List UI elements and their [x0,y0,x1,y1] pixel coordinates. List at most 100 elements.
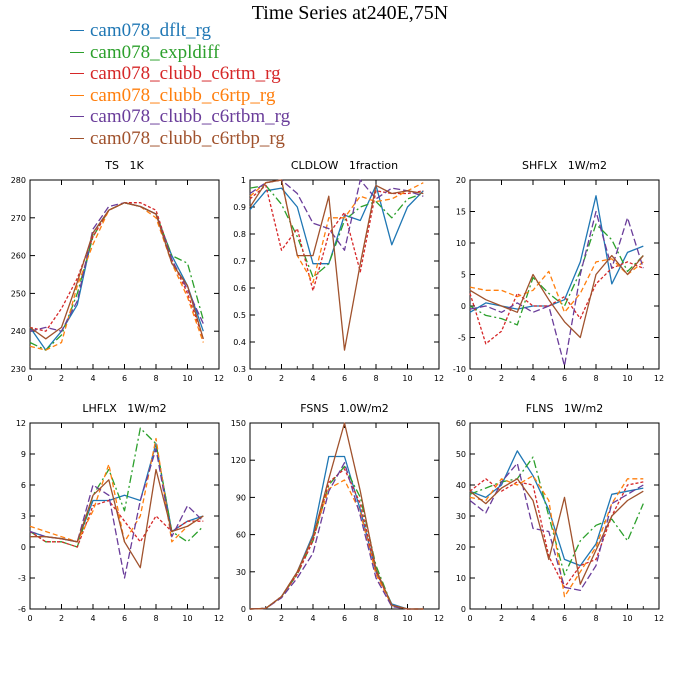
plot-frame [29,179,220,370]
y-tick-label: 0.3 [233,365,246,374]
x-tick-label: 2 [279,374,284,383]
legend-item: cam078_clubb_c6rtm_rg [70,63,410,85]
x-tick-label: 2 [279,614,284,623]
y-tick-label: 150 [231,419,246,428]
series-line [249,468,424,610]
legend-swatch [70,116,84,117]
x-tick-label: 4 [530,374,535,383]
y-tick-label: 0 [461,605,466,614]
chart-panel: TS 1K 0 2 4 6 8 10 12 230 240 250 260 270 280 [11,159,224,383]
panel-title: TS 1K [104,159,144,172]
x-tick-label: 10 [182,614,192,623]
series-line [469,478,644,588]
chart-panel: FLNS 1W/m2 0 2 4 6 8 10 12 0 10 20 30 40 50 60 [456,402,664,623]
plot-frame [249,422,440,610]
x-tick-label: 12 [434,374,444,383]
y-tick-label: 0.4 [233,338,246,347]
series-line [249,462,424,610]
plot-frame [469,179,660,370]
chart-panel: LHFLX 1W/m2 0 2 4 6 8 10 12 -6 -3 0 3 6 9 12 [16,402,224,623]
plot-frame [469,422,660,610]
x-tick-label: 10 [402,374,412,383]
y-tick-label: 0.8 [233,230,246,239]
legend-swatch [70,94,84,96]
y-tick-label: 10 [456,574,466,583]
legend-swatch [70,30,84,31]
x-tick-label: 2 [499,374,504,383]
y-tick-label: -5 [458,334,466,343]
x-tick-label: 6 [342,614,347,623]
x-tick-label: 4 [90,614,95,623]
x-tick-label: 0 [27,614,32,623]
panel-title: LHFLX 1W/m2 [82,402,166,415]
x-tick-label: 0 [27,374,32,383]
series-line [469,210,644,367]
x-tick-label: 12 [214,374,224,383]
x-tick-label: 6 [562,374,567,383]
y-tick-label: 15 [456,208,466,217]
x-tick-label: 10 [622,614,632,623]
series-line [469,475,644,598]
legend-item: cam078_clubb_c6rtbp_rg [70,128,410,150]
x-tick-label: 4 [310,614,315,623]
y-tick-label: 60 [236,531,246,540]
chart-panel: CLDLOW 1fraction 0 2 4 6 8 10 12 0.3 0.4 0.5 0.6 0.7… [233,159,444,383]
panel-title: CLDLOW 1fraction [291,159,398,172]
x-tick-label: 6 [342,374,347,383]
x-tick-label: 2 [59,374,64,383]
x-tick-label: 6 [122,614,127,623]
panel-title: SHFLX 1W/m2 [522,159,607,172]
y-tick-label: 9 [21,450,26,459]
y-tick-label: 0.5 [233,311,246,320]
y-tick-label: -6 [18,605,26,614]
y-tick-label: 60 [456,419,466,428]
legend-swatch [70,51,84,53]
series-line [469,258,644,313]
x-tick-label: 2 [59,614,64,623]
x-tick-label: 8 [593,614,598,623]
x-tick-label: 12 [434,614,444,623]
y-tick-label: 30 [236,568,246,577]
series-line [469,478,644,585]
series-line [249,184,424,278]
chart-panel: SHFLX 1W/m2 0 2 4 6 8 10 12 -10 -5 0 5 10 15 20 [453,159,664,383]
y-tick-label: 230 [11,365,26,374]
y-tick-label: 250 [11,289,26,298]
x-tick-label: 10 [622,374,632,383]
x-tick-label: 0 [247,614,252,623]
y-tick-label: 20 [456,543,466,552]
y-tick-label: 270 [11,214,26,223]
y-tick-label: 50 [456,450,466,459]
series-line [249,184,424,265]
x-tick-label: 10 [402,614,412,623]
y-tick-label: 20 [456,176,466,185]
x-tick-label: 12 [654,374,664,383]
y-tick-label: 260 [11,252,26,261]
series-line [249,479,424,610]
y-tick-label: 5 [461,271,466,280]
x-tick-label: 0 [247,374,252,383]
legend-label: cam078_dflt_rg [90,20,212,41]
y-tick-label: 12 [16,419,26,428]
series-line [249,455,424,610]
x-tick-label: 4 [530,614,535,623]
legend-item: cam078_dflt_rg [70,20,410,42]
series-line [469,462,644,592]
y-tick-label: -10 [453,365,466,374]
x-tick-label: 12 [654,614,664,623]
x-tick-label: 6 [562,614,567,623]
legend-label: cam078_clubb_c6rtm_rg [90,63,281,84]
plot-frame [29,422,220,610]
x-tick-label: 8 [593,374,598,383]
series-line [469,254,644,339]
y-tick-label: 280 [11,176,26,185]
y-tick-label: 6 [21,481,26,490]
legend-item: cam078_expldiff [70,42,410,64]
y-tick-label: 240 [11,327,26,336]
x-tick-label: 0 [467,374,472,383]
series-line [469,195,644,313]
panel-title: FSNS 1.0W/m2 [300,402,389,415]
x-tick-label: 4 [310,374,315,383]
